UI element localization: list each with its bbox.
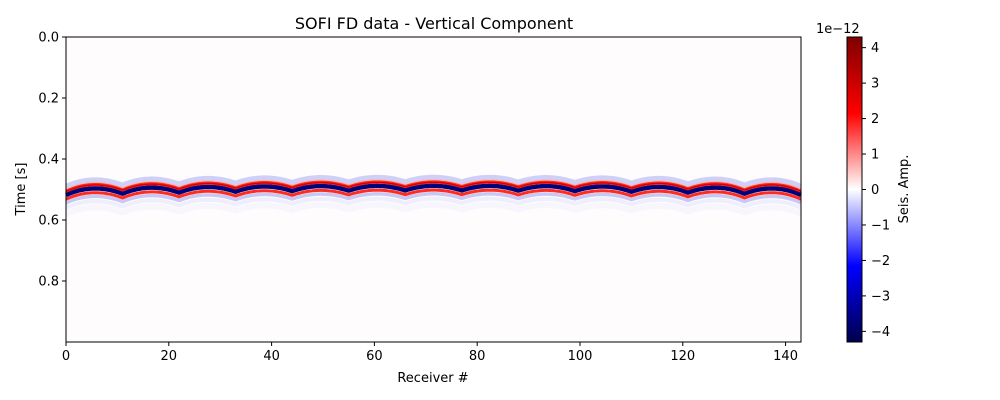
- colorbar-tick-label: 0: [871, 183, 879, 198]
- colorbar-tick-label: −3: [871, 289, 890, 304]
- colorbar-tick-label: 1: [871, 148, 879, 163]
- coda-halo-band: [65, 196, 802, 210]
- colorbar-tick-label: 2: [871, 112, 879, 127]
- coda-halo-band: [64, 201, 803, 217]
- trailing-peak-band: [65, 188, 802, 201]
- x-tick-label: 60: [366, 349, 383, 364]
- plot-area: [64, 36, 803, 343]
- chart-title: SOFI FD data - Vertical Component: [295, 14, 573, 33]
- x-tick-label: 140: [773, 349, 798, 364]
- colorbar-tick-label: −1: [871, 218, 890, 233]
- colorbar-tick-label: 3: [871, 77, 879, 92]
- wavefield-image: [64, 174, 803, 217]
- x-tick-label: 120: [670, 349, 695, 364]
- precursor-halo-band: [65, 174, 802, 189]
- x-tick-label: 80: [469, 349, 486, 364]
- x-tick-label: 20: [161, 349, 178, 364]
- colorbar-label: Seis. Amp.: [897, 155, 912, 224]
- colorbar-offset-text: 1e−12: [816, 22, 860, 37]
- colorbar-ticks: −4 −3 −2 −1 0 1 2 3 4: [862, 41, 890, 340]
- colorbar-tick-label: −4: [871, 325, 890, 340]
- colorbar-tick-label: −2: [871, 254, 890, 269]
- y-axis-label: Time [s]: [14, 163, 29, 217]
- colorbar: −4 −3 −2 −1 0 1 2 3 4 1e−12 Seis. Amp.: [816, 22, 912, 343]
- y-tick-label: 0.0: [38, 31, 59, 46]
- leading-peak-core: [65, 181, 802, 193]
- y-axis: 0.0 0.2 0.4 0.6 0.8: [38, 31, 66, 290]
- y-tick-label: 0.6: [38, 214, 59, 229]
- x-axis-label: Receiver #: [397, 371, 468, 386]
- coda-halo-band: [65, 192, 802, 205]
- y-tick-label: 0.4: [38, 153, 59, 168]
- x-axis: 0 20 40 60 80 100 120 140: [62, 342, 798, 364]
- y-tick-label: 0.8: [38, 275, 59, 290]
- x-tick-label: 40: [263, 349, 280, 364]
- colorbar-tick-label: 4: [871, 41, 879, 56]
- trough-band: [65, 183, 802, 198]
- plot-frame: [65, 36, 802, 343]
- x-tick-label: 0: [62, 349, 70, 364]
- y-tick-label: 0.2: [38, 92, 59, 107]
- x-tick-label: 100: [568, 349, 593, 364]
- colorbar-gradient: [846, 36, 863, 343]
